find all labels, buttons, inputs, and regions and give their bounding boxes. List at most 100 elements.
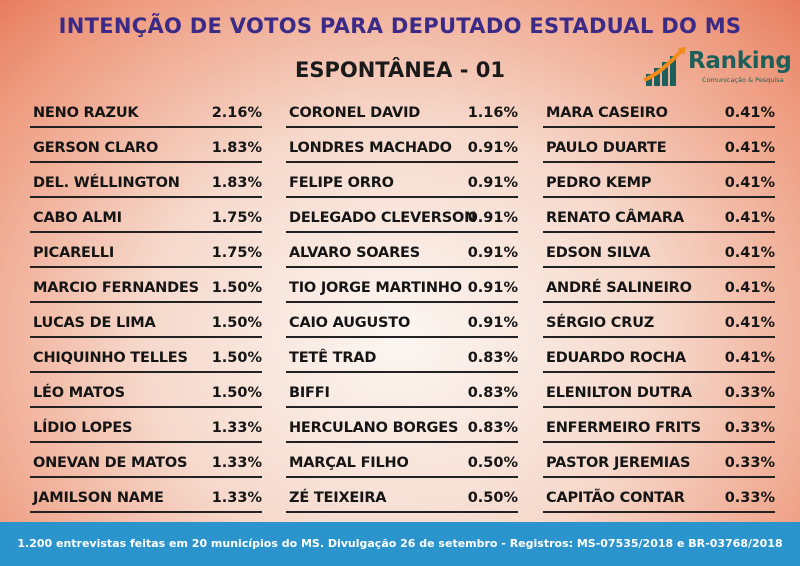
candidate-column-2: CORONEL DAVID 1.16% LONDRES MACHADO 0.91% FE… <box>286 93 518 548</box>
candidate-row: CAIO AUGUSTO 0.91% <box>286 303 518 338</box>
candidate-row: MARA CASEIRO 0.41% <box>543 93 775 128</box>
candidate-percentage: 1.75% <box>211 210 262 226</box>
candidate-name: LÍDIO LOPES <box>33 420 133 436</box>
candidate-row: MARÇAL FILHO 0.50% <box>286 443 518 478</box>
candidate-row: TIO JORGE MARTINHO 0.91% <box>286 268 518 303</box>
candidate-name: MARA CASEIRO <box>546 105 668 121</box>
candidate-name: CABO ALMI <box>33 210 122 226</box>
candidate-name: LUCAS DE LIMA <box>33 315 156 331</box>
candidate-percentage: 0.41% <box>724 350 775 366</box>
candidate-percentage: 1.33% <box>211 455 262 471</box>
candidate-name: LONDRES MACHADO <box>289 140 452 156</box>
candidate-percentage: 0.83% <box>467 385 518 401</box>
candidate-name: MARCIO FERNANDES <box>33 280 199 296</box>
candidate-percentage: 1.75% <box>211 245 262 261</box>
candidate-percentage: 0.41% <box>724 105 775 121</box>
candidate-row: SÉRGIO CRUZ 0.41% <box>543 303 775 338</box>
candidate-percentage: 1.50% <box>211 385 262 401</box>
candidate-row: FELIPE ORRO 0.91% <box>286 163 518 198</box>
candidate-row: TETÊ TRAD 0.83% <box>286 338 518 373</box>
candidate-column-1: NENO RAZUK 2.16% GERSON CLARO 1.83% DEL. WÉL… <box>30 93 262 548</box>
candidate-name: EDUARDO ROCHA <box>546 350 686 366</box>
logo-tagline: Comunicação & Pesquisa <box>702 76 784 84</box>
candidate-name: RENATO CÂMARA <box>546 210 684 226</box>
candidate-name: CAPITÃO CONTAR <box>546 490 685 506</box>
candidate-percentage: 0.41% <box>724 245 775 261</box>
page-subtitle: ESPONTÂNEA - 01 <box>295 58 505 82</box>
candidate-name: SÉRGIO CRUZ <box>546 315 655 331</box>
candidate-row: GERSON CLARO 1.83% <box>30 128 262 163</box>
candidate-percentage: 0.91% <box>467 315 518 331</box>
candidate-row: ONEVAN DE MATOS 1.33% <box>30 443 262 478</box>
candidate-row: DELEGADO CLEVERSON 0.91% <box>286 198 518 233</box>
candidate-row: EDSON SILVA 0.41% <box>543 233 775 268</box>
candidate-row: CHIQUINHO TELLES 1.50% <box>30 338 262 373</box>
candidate-row: PAULO DUARTE 0.41% <box>543 128 775 163</box>
candidate-name: PAULO DUARTE <box>546 140 667 156</box>
candidate-percentage: 2.16% <box>211 105 262 121</box>
candidate-name: ONEVAN DE MATOS <box>33 455 188 471</box>
candidate-percentage: 1.50% <box>211 280 262 296</box>
candidate-percentage: 0.33% <box>724 455 775 471</box>
candidate-name: ELENILTON DUTRA <box>546 385 692 401</box>
candidate-name: ANDRÉ SALINEIRO <box>546 280 692 296</box>
candidate-row: ENFERMEIRO FRITS 0.33% <box>543 408 775 443</box>
candidate-row: LUCAS DE LIMA 1.50% <box>30 303 262 338</box>
candidate-row: MARCIO FERNANDES 1.50% <box>30 268 262 303</box>
candidate-percentage: 0.91% <box>467 140 518 156</box>
candidate-name: MARÇAL FILHO <box>289 455 409 471</box>
candidate-name: NENO RAZUK <box>33 105 139 121</box>
candidate-row: ELENILTON DUTRA 0.33% <box>543 373 775 408</box>
candidate-row: LÉO MATOS 1.50% <box>30 373 262 408</box>
candidate-row: ZÉ TEIXEIRA 0.50% <box>286 478 518 513</box>
candidate-row: RENATO CÂMARA 0.41% <box>543 198 775 233</box>
candidate-name: CORONEL DAVID <box>289 105 421 121</box>
candidate-name: TETÊ TRAD <box>289 350 377 366</box>
candidate-percentage: 1.16% <box>467 105 518 121</box>
logo-name: Ranking <box>688 48 792 74</box>
candidate-row: CABO ALMI 1.75% <box>30 198 262 233</box>
candidate-row: PEDRO KEMP 0.41% <box>543 163 775 198</box>
candidate-row: EDUARDO ROCHA 0.41% <box>543 338 775 373</box>
candidate-column-3: MARA CASEIRO 0.41% PAULO DUARTE 0.41% PEDRO … <box>543 93 775 548</box>
candidate-percentage: 1.83% <box>211 140 262 156</box>
candidate-percentage: 0.50% <box>467 455 518 471</box>
candidate-percentage: 1.50% <box>211 350 262 366</box>
candidate-name: LÉO MATOS <box>33 385 125 401</box>
candidate-row: ANDRÉ SALINEIRO 0.41% <box>543 268 775 303</box>
candidate-row: NENO RAZUK 2.16% <box>30 93 262 128</box>
candidate-row: PASTOR JEREMIAS 0.33% <box>543 443 775 478</box>
candidate-row: PICARELLI 1.75% <box>30 233 262 268</box>
candidate-percentage: 0.91% <box>467 175 518 191</box>
candidate-percentage: 0.91% <box>467 280 518 296</box>
candidate-percentage: 0.41% <box>724 175 775 191</box>
candidate-percentage: 0.91% <box>467 210 518 226</box>
candidate-name: ZÉ TEIXEIRA <box>289 490 387 506</box>
candidate-percentage: 0.91% <box>467 245 518 261</box>
candidate-row: JAMILSON NAME 1.33% <box>30 478 262 513</box>
candidate-percentage: 1.33% <box>211 420 262 436</box>
candidate-percentage: 0.83% <box>467 350 518 366</box>
bar-chart-logo-icon <box>643 47 686 86</box>
candidate-percentage: 1.50% <box>211 315 262 331</box>
candidate-name: PEDRO KEMP <box>546 175 652 191</box>
candidate-name: GERSON CLARO <box>33 140 159 156</box>
candidate-percentage: 0.41% <box>724 140 775 156</box>
candidate-percentage: 0.41% <box>724 315 775 331</box>
candidate-percentage: 0.50% <box>467 490 518 506</box>
candidate-row: BIFFI 0.83% <box>286 373 518 408</box>
candidate-name: CHIQUINHO TELLES <box>33 350 188 366</box>
candidate-name: JAMILSON NAME <box>33 490 164 506</box>
candidate-percentage: 1.83% <box>211 175 262 191</box>
candidate-name: ENFERMEIRO FRITS <box>546 420 701 436</box>
candidate-row: LÍDIO LOPES 1.33% <box>30 408 262 443</box>
candidate-name: HERCULANO BORGES <box>289 420 459 436</box>
candidate-name: TIO JORGE MARTINHO <box>289 280 462 296</box>
candidate-name: DEL. WÉLLINGTON <box>33 175 180 191</box>
candidate-percentage: 0.33% <box>724 420 775 436</box>
candidate-percentage: 1.33% <box>211 490 262 506</box>
candidate-percentage: 0.41% <box>724 280 775 296</box>
candidate-row: LONDRES MACHADO 0.91% <box>286 128 518 163</box>
candidate-name: ALVARO SOARES <box>289 245 420 261</box>
